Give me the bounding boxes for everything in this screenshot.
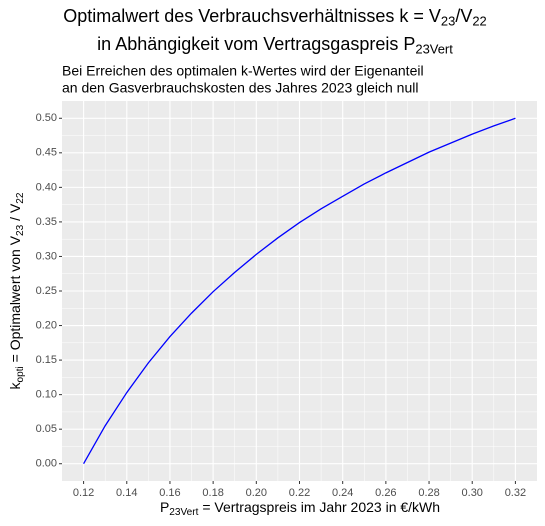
y-tick-label: 0.20 [36, 319, 57, 331]
x-tick-label: 0.12 [73, 487, 94, 499]
text-part: = Optimalwert von V [7, 235, 23, 366]
subscript: 23Vert [169, 507, 198, 518]
y-tick-label: 0.05 [36, 423, 57, 435]
y-tick-label: 0.45 [36, 147, 57, 159]
y-tick-label: 0.50 [36, 112, 57, 124]
text-part: Optimalwert des Verbrauchsverhältnisses … [63, 6, 441, 26]
subscript: 23 [15, 224, 26, 236]
text-part: /V [455, 6, 472, 26]
subscript: 23Vert [415, 42, 453, 57]
y-axis-label: kopti = Optimalwert von V23 / V22 [7, 192, 26, 389]
x-tick-label: 0.28 [418, 487, 439, 499]
subscript: 23 [441, 14, 455, 29]
x-tick-label: 0.16 [159, 487, 180, 499]
text-part: k [7, 382, 23, 390]
x-tick-label: 0.20 [246, 487, 267, 499]
y-tick-label: 0.30 [36, 250, 57, 262]
chart-subtitle: Bei Erreichen des optimalen k-Wertes wir… [62, 63, 424, 79]
subscript: opti [15, 366, 26, 382]
chart-title: Optimalwert des Verbrauchsverhältnisses … [63, 6, 487, 29]
text-part: / V [7, 203, 23, 225]
data-line [83, 117, 516, 465]
x-tick-label: 0.18 [202, 487, 223, 499]
text-part: P [160, 499, 169, 515]
text-part: in Abhängigkeit vom Vertragsgaspreis P [97, 34, 415, 54]
x-tick-label: 0.14 [116, 487, 137, 499]
x-tick-label: 0.24 [332, 487, 353, 499]
y-tick-label: 0.10 [36, 389, 57, 401]
y-tick-label: 0.15 [36, 354, 57, 366]
x-tick-label: 0.22 [289, 487, 310, 499]
y-tick-label: 0.00 [36, 458, 57, 470]
text-part: = Vertragspreis im Jahr 2023 in €/kWh [198, 499, 440, 515]
x-tick-label: 0.32 [505, 487, 526, 499]
chart-title: in Abhängigkeit vom Vertragsgaspreis P23… [97, 34, 453, 57]
y-tick-label: 0.40 [36, 181, 57, 193]
y-tick-label: 0.25 [36, 285, 57, 297]
chart-subtitle: an den Gasverbrauchskosten des Jahres 20… [62, 80, 418, 96]
x-axis-label: P23Vert = Vertragspreis im Jahr 2023 in … [160, 499, 440, 518]
y-tick-label: 0.35 [36, 216, 57, 228]
subscript: 22 [472, 14, 486, 29]
x-tick-label: 0.30 [462, 487, 483, 499]
subscript: 22 [15, 192, 26, 204]
x-tick-label: 0.26 [375, 487, 396, 499]
